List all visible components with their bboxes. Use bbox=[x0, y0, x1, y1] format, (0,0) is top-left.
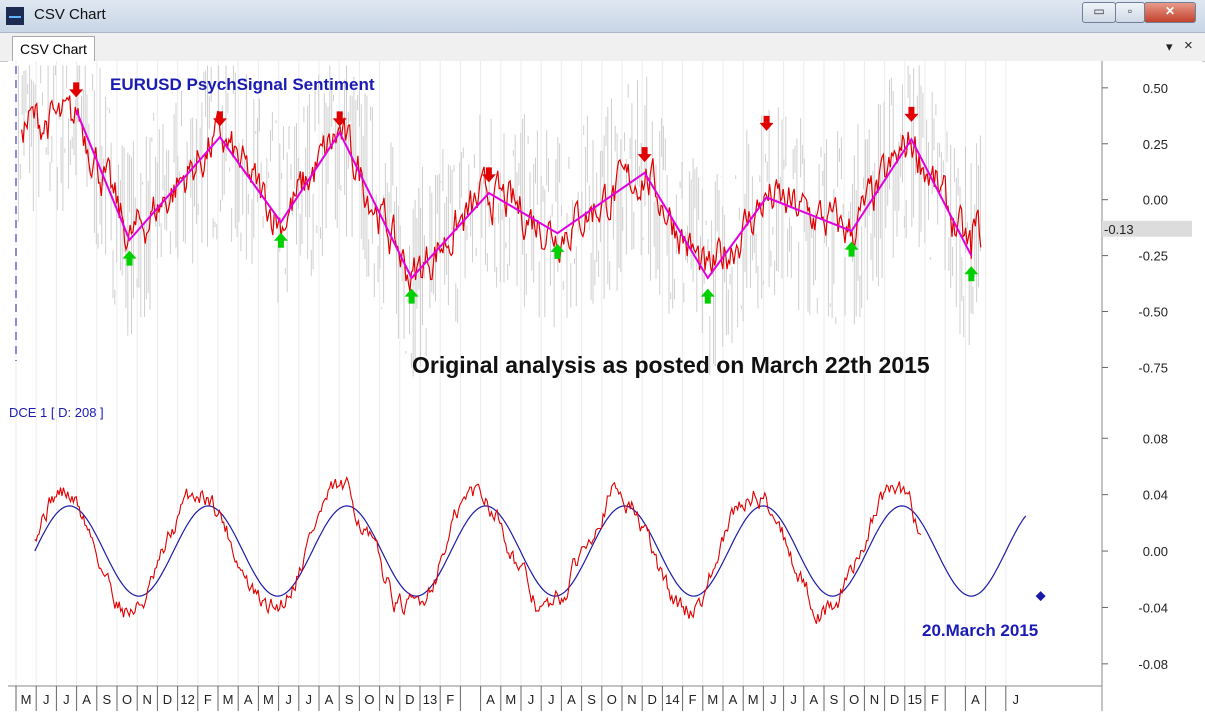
y-tick-label: -0.08 bbox=[1138, 657, 1168, 672]
x-tick-label: S bbox=[587, 692, 596, 707]
x-tick-label: S bbox=[102, 692, 111, 707]
app-icon bbox=[6, 7, 24, 25]
x-tick-label: J bbox=[528, 692, 535, 707]
y-tick-label: -0.50 bbox=[1138, 305, 1168, 320]
up-arrow-icon bbox=[273, 232, 288, 248]
x-tick-label: O bbox=[364, 692, 374, 707]
y-tick-label: 0.00 bbox=[1143, 193, 1168, 208]
x-tick-label: M bbox=[223, 692, 234, 707]
tab-dropdown-icon[interactable]: ▾ bbox=[1166, 39, 1173, 54]
x-tick-label: 15 bbox=[908, 692, 922, 707]
cycle-marker bbox=[1035, 591, 1046, 602]
chart-svg: M J J A S O N D 12 F M A M J J A S O N D 13 F A M J J A S O N D 14 F M A M J… bbox=[8, 61, 1202, 711]
x-tick-label: J bbox=[43, 692, 50, 707]
tab-close-icon[interactable]: × bbox=[1184, 37, 1193, 54]
x-tick-label: J bbox=[790, 692, 797, 707]
chart-annotation: Original analysis as posted on March 22t… bbox=[412, 352, 930, 378]
down-arrow-icon bbox=[481, 167, 496, 183]
x-tick-label: M bbox=[21, 692, 32, 707]
x-tick-label: N bbox=[143, 692, 152, 707]
y-tick-label: 0.00 bbox=[1143, 544, 1168, 559]
y-tick-label: 0.04 bbox=[1143, 488, 1168, 503]
x-tick-label: 12 bbox=[180, 692, 194, 707]
window-titlebar: CSV Chart ▭ ▫ ✕ bbox=[0, 0, 1205, 33]
x-tick-label: A bbox=[809, 692, 818, 707]
chart-area[interactable]: M J J A S O N D 12 F M A M J J A S O N D 13 F A M J J A S O N D 14 F M A M J… bbox=[8, 61, 1202, 711]
x-tick-label: A bbox=[486, 692, 495, 707]
y-tick-label: 0.50 bbox=[1143, 81, 1168, 96]
x-tick-label: 13 bbox=[423, 692, 437, 707]
x-tick-label: A bbox=[567, 692, 576, 707]
y-tick-label: -0.04 bbox=[1138, 600, 1168, 615]
x-tick-label: A bbox=[82, 692, 91, 707]
x-tick-label: F bbox=[204, 692, 212, 707]
y-tick-label: 0.25 bbox=[1143, 137, 1168, 152]
close-button[interactable]: ✕ bbox=[1144, 2, 1196, 23]
cycle-annotation: 20.March 2015 bbox=[922, 621, 1038, 640]
x-tick-label: J bbox=[770, 692, 777, 707]
down-arrow-icon bbox=[332, 111, 347, 127]
down-arrow-icon bbox=[759, 115, 774, 131]
x-tick-label: D bbox=[890, 692, 899, 707]
chart-title: EURUSD PsychSignal Sentiment bbox=[110, 75, 375, 94]
x-tick-label: N bbox=[870, 692, 879, 707]
x-tick-label: M bbox=[263, 692, 274, 707]
x-tick-label: J bbox=[1013, 692, 1020, 707]
last-value-box bbox=[1102, 220, 1192, 237]
x-tick-label: M bbox=[707, 692, 718, 707]
sentiment-line bbox=[21, 95, 982, 292]
detrended-sentiment-line bbox=[34, 475, 922, 624]
up-arrow-icon bbox=[404, 288, 419, 304]
indicator-title: DCE 1 [ D: 208 ] bbox=[9, 405, 104, 420]
x-tick-label: A bbox=[729, 692, 738, 707]
dominant-cycle-line bbox=[34, 505, 1027, 597]
x-tick-label: J bbox=[285, 692, 292, 707]
x-tick-label: S bbox=[345, 692, 354, 707]
up-arrow-icon bbox=[844, 241, 859, 257]
x-tick-label: N bbox=[627, 692, 636, 707]
tab-bar: CSV Chart ▾ × bbox=[0, 33, 1205, 62]
x-tick-label: F bbox=[689, 692, 697, 707]
sentiment-zigzag bbox=[75, 109, 973, 280]
last-value-label: -0.13 bbox=[1104, 222, 1134, 237]
down-arrow-icon bbox=[69, 82, 84, 98]
y-tick-label: 0.08 bbox=[1143, 431, 1168, 446]
minimize-button[interactable]: ▭ bbox=[1082, 2, 1116, 23]
x-tick-label: J bbox=[306, 692, 313, 707]
x-tick-label: 14 bbox=[665, 692, 679, 707]
up-arrow-icon bbox=[122, 250, 137, 266]
x-tick-label: O bbox=[607, 692, 617, 707]
window-title: CSV Chart bbox=[34, 6, 106, 23]
x-tick-label: F bbox=[931, 692, 939, 707]
down-arrow-icon bbox=[212, 111, 227, 127]
down-arrow-icon bbox=[637, 147, 652, 163]
x-tick-label: O bbox=[849, 692, 859, 707]
x-tick-label: O bbox=[122, 692, 132, 707]
x-tick-label: A bbox=[325, 692, 334, 707]
x-tick-label: M bbox=[505, 692, 516, 707]
x-tick-label: M bbox=[748, 692, 759, 707]
x-tick-label: F bbox=[446, 692, 454, 707]
y-tick-label: -0.75 bbox=[1138, 360, 1168, 375]
x-tick-label: D bbox=[648, 692, 657, 707]
down-arrow-icon bbox=[904, 106, 919, 122]
x-tick-label: J bbox=[548, 692, 555, 707]
tab-csv-chart[interactable]: CSV Chart bbox=[12, 36, 95, 61]
x-tick-label: S bbox=[830, 692, 839, 707]
maximize-button[interactable]: ▫ bbox=[1115, 2, 1145, 23]
y-tick-label: -0.25 bbox=[1138, 249, 1168, 264]
x-tick-label: J bbox=[63, 692, 70, 707]
x-tick-label: A bbox=[244, 692, 253, 707]
up-arrow-icon bbox=[550, 243, 565, 259]
x-tick-label: D bbox=[405, 692, 414, 707]
x-tick-label: N bbox=[385, 692, 394, 707]
up-arrow-icon bbox=[700, 288, 715, 304]
x-tick-label: A bbox=[971, 692, 980, 707]
up-arrow-icon bbox=[964, 266, 979, 282]
x-tick-label: D bbox=[163, 692, 172, 707]
